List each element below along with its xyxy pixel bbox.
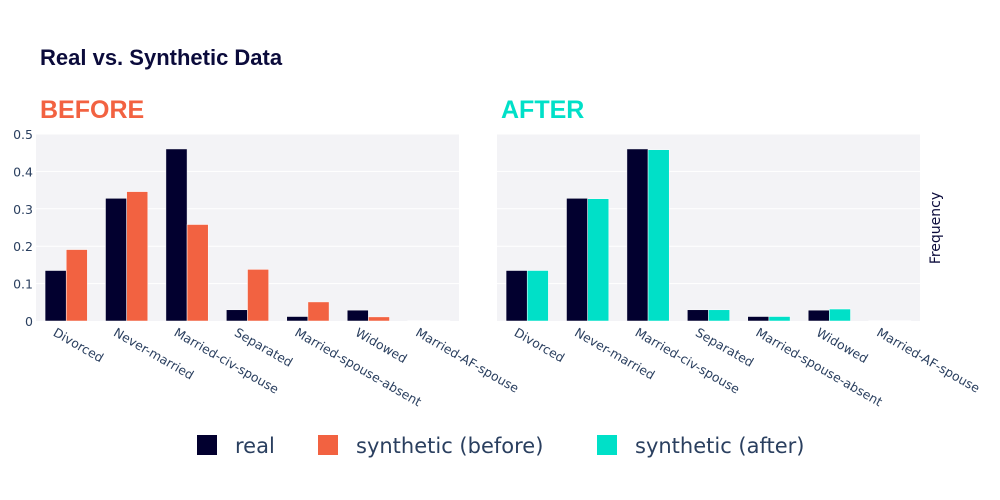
legend-label: synthetic (before): [356, 434, 543, 458]
x-tick-label: Married-civ-spouse: [172, 325, 282, 397]
y-tick-label: 0.5: [13, 127, 33, 142]
bar-real-widowed: [807, 309, 830, 322]
bar-real-married-spouse-absent: [747, 316, 770, 322]
x-tick-label: Divorced: [512, 325, 568, 366]
plot-area: [497, 134, 920, 321]
legend-swatch: [318, 435, 338, 455]
bar-synthetic-after--never-married: [587, 198, 610, 322]
bar-synthetic-after--married-spouse-absent: [768, 316, 791, 322]
subplot-title: AFTER: [501, 96, 584, 124]
x-tick-label: Married-civ-spouse: [633, 325, 743, 397]
bar-real-widowed: [346, 309, 369, 322]
bar-real-married-spouse-absent: [286, 316, 309, 322]
y-tick-label: 0: [25, 314, 33, 329]
bar-real-never-married: [566, 198, 588, 322]
y-axis-label: Frequency: [928, 192, 944, 264]
y-tick-label: 0.4: [13, 164, 33, 179]
bar-real-separated: [687, 309, 709, 322]
legend-item-real[interactable]: real: [197, 434, 275, 458]
bar-real-divorced: [44, 270, 67, 322]
x-tick-label: Married-AF-spouse: [874, 325, 982, 396]
bar-real-married-civ-spouse: [626, 148, 649, 322]
bar-synthetic-before--never-married: [126, 191, 149, 322]
y-tick-label: 0.2: [13, 239, 33, 254]
bar-synthetic-before--married-civ-spouse: [186, 224, 209, 322]
legend-item-synthetic-after[interactable]: synthetic (after): [597, 434, 805, 458]
bar-real-divorced: [505, 270, 528, 322]
bar-synthetic-before--divorced: [65, 249, 88, 322]
bar-synthetic-after--divorced: [526, 270, 549, 322]
legend: real synthetic (before) synthetic (after): [197, 434, 805, 458]
subplot-title: BEFORE: [40, 96, 144, 124]
legend-item-synthetic-before[interactable]: synthetic (before): [318, 434, 543, 458]
y-tick-label: 0.1: [13, 277, 33, 292]
legend-swatch: [197, 435, 217, 455]
legend-swatch: [597, 435, 617, 455]
bar-synthetic-before--widowed: [368, 316, 390, 322]
bar-synthetic-before--separated: [247, 269, 269, 322]
y-tick-label: 0.3: [13, 202, 33, 217]
bar-real-separated: [226, 309, 248, 322]
bar-real-never-married: [105, 198, 127, 322]
bar-synthetic-before--married-spouse-absent: [307, 301, 330, 322]
legend-label: real: [235, 434, 275, 458]
bar-synthetic-after--married-civ-spouse: [647, 149, 670, 322]
bar-real-married-civ-spouse: [165, 148, 188, 322]
x-tick-label: Divorced: [51, 325, 107, 366]
chart-title: Real vs. Synthetic Data: [40, 45, 283, 70]
bar-synthetic-after--widowed: [829, 308, 851, 322]
x-tick-label: Married-AF-spouse: [413, 325, 521, 396]
bar-synthetic-after--separated: [708, 309, 730, 322]
legend-label: synthetic (after): [635, 434, 805, 458]
